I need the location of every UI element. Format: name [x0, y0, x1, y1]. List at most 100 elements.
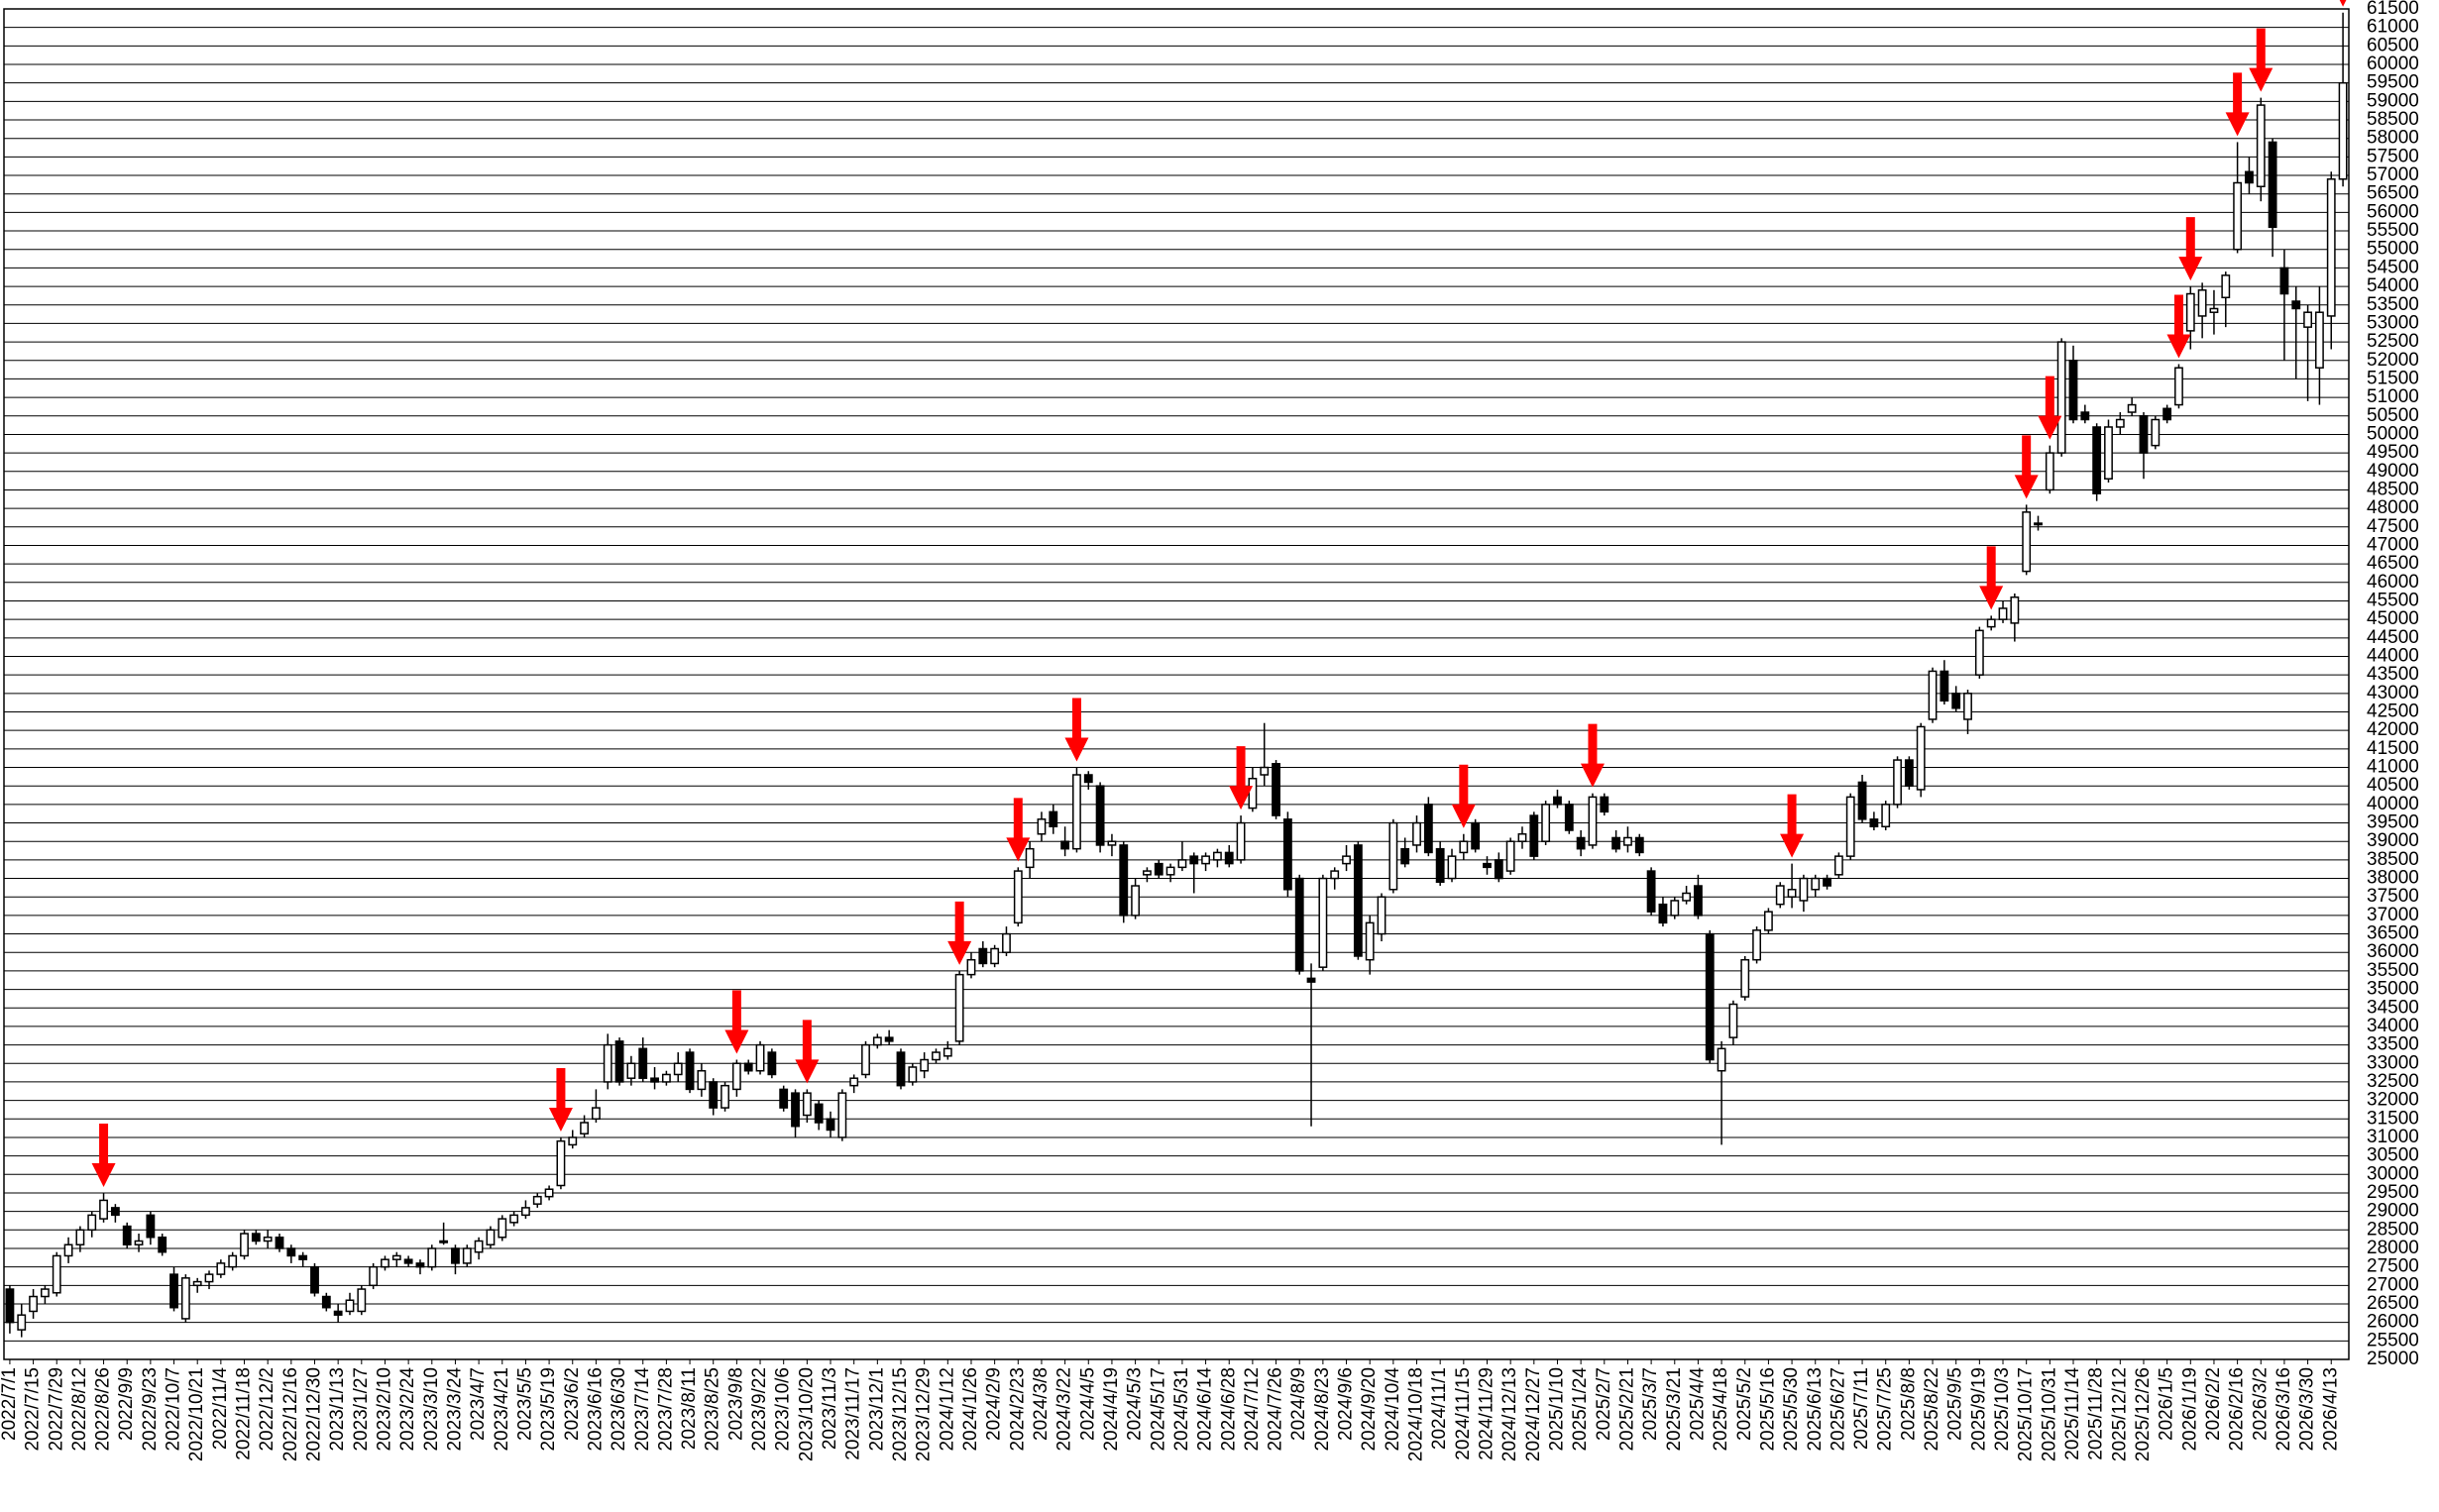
y-tick-label: 47500 [2367, 516, 2419, 537]
y-tick-label: 27500 [2367, 1256, 2419, 1277]
candle-body [403, 1258, 413, 1264]
y-tick-label: 36000 [2367, 941, 2419, 962]
y-tick-label: 53000 [2367, 312, 2419, 333]
candle-body [2080, 411, 2090, 421]
x-tick-label: 2026/3/30 [2297, 1367, 2318, 1452]
x-tick-label: 2025/10/17 [2016, 1367, 2037, 1461]
x-tick-label: 2022/10/7 [164, 1367, 184, 1452]
candle-body [1189, 855, 1199, 865]
candle-body [826, 1118, 835, 1132]
candle-body [767, 1051, 777, 1076]
y-tick-label: 39500 [2367, 812, 2419, 833]
y-tick-label: 30000 [2367, 1163, 2419, 1184]
y-tick-label: 58000 [2367, 128, 2419, 149]
x-tick-label: 2026/3/2 [2250, 1367, 2271, 1441]
x-tick-label: 2025/9/19 [1968, 1367, 1989, 1452]
candle-body [2034, 522, 2043, 526]
candle-body [1928, 670, 1938, 720]
candle-body [263, 1237, 273, 1242]
x-tick-label: 2023/2/24 [397, 1367, 418, 1452]
candle-body [2268, 141, 2277, 229]
candle-body [228, 1254, 238, 1268]
candle-body [1752, 929, 1762, 961]
candle-body [814, 1103, 824, 1124]
x-tick-label: 2024/11/15 [1453, 1367, 1474, 1460]
candle-body [2279, 267, 2289, 295]
y-tick-label: 38500 [2367, 849, 2419, 870]
x-tick-label: 2025/1/10 [1546, 1367, 1567, 1452]
x-tick-label: 2023/12/15 [890, 1367, 911, 1461]
candle-body [240, 1233, 249, 1257]
candle-body [2315, 311, 2324, 369]
x-tick-label: 2023/6/16 [585, 1367, 606, 1452]
x-tick-label: 2022/10/21 [186, 1367, 207, 1461]
x-tick-label: 2023/6/30 [609, 1367, 629, 1452]
candle-body [204, 1273, 214, 1283]
candle-body [1588, 796, 1598, 846]
y-tick-label: 25500 [2367, 1330, 2419, 1350]
x-tick-label: 2025/10/3 [1992, 1367, 2013, 1452]
y-tick-label: 32500 [2367, 1071, 2419, 1092]
candle-body [532, 1195, 542, 1205]
x-tick-label: 2024/2/9 [984, 1367, 1005, 1441]
x-tick-label: 2026/2/16 [2227, 1367, 2248, 1452]
candle-body [1634, 836, 1644, 854]
y-tick-label: 36500 [2367, 923, 2419, 944]
candle-body [1272, 763, 1280, 816]
candle-body [275, 1237, 284, 1249]
candle-body [896, 1051, 906, 1087]
candle-body [2104, 426, 2113, 480]
candle-body [1576, 836, 1586, 850]
candle-body [920, 1058, 930, 1072]
y-tick-label: 60000 [2367, 54, 2419, 74]
y-tick-label: 43500 [2367, 664, 2419, 685]
candle-body [1916, 725, 1926, 791]
candle-body [1002, 932, 1011, 953]
x-tick-label: 2024/12/13 [1499, 1367, 1520, 1461]
candle-body [1623, 836, 1632, 846]
candle-body [1306, 977, 1316, 983]
candle-body [1400, 847, 1410, 865]
x-tick-label: 2024/10/4 [1383, 1367, 1403, 1452]
y-tick-label: 25000 [2367, 1349, 2419, 1369]
x-tick-label: 2023/9/22 [749, 1367, 770, 1452]
y-tick-label: 60500 [2367, 35, 2419, 55]
candle-body [966, 958, 976, 976]
candle-body [99, 1199, 108, 1220]
x-tick-label: 2026/3/16 [2273, 1367, 2294, 1452]
candle-body [603, 1043, 612, 1083]
candle-body [1342, 855, 1351, 865]
candle-body [345, 1299, 355, 1313]
candle-body [2045, 452, 2054, 491]
candle-body [2326, 178, 2336, 317]
candle-body [1447, 855, 1457, 880]
candle-body [697, 1069, 707, 1091]
x-tick-label: 2025/6/27 [1828, 1367, 1848, 1452]
candle-body [638, 1047, 648, 1079]
x-tick-label: 2022/7/15 [23, 1367, 44, 1452]
x-tick-label: 2023/1/27 [351, 1367, 372, 1452]
x-tick-label: 2025/3/7 [1640, 1367, 1661, 1441]
y-tick-label: 33000 [2367, 1052, 2419, 1073]
y-tick-label: 57500 [2367, 146, 2419, 166]
candle-body [1529, 814, 1539, 857]
candle-body [146, 1214, 156, 1239]
candle-body [1025, 847, 1035, 869]
x-tick-label: 2024/10/18 [1406, 1367, 1427, 1461]
x-tick-label: 2024/6/28 [1218, 1367, 1239, 1452]
candle-body [1705, 932, 1715, 1061]
candle-body [1201, 855, 1210, 865]
candle-body [333, 1310, 343, 1316]
candle-body [1833, 855, 1843, 876]
candle-body [932, 1051, 941, 1061]
y-tick-label: 37500 [2367, 886, 2419, 907]
candle-body [2068, 360, 2078, 421]
candle-body [391, 1254, 401, 1260]
x-tick-label: 2025/11/28 [2086, 1367, 2107, 1460]
candle-body [1459, 840, 1469, 854]
candle-body [2338, 81, 2348, 180]
signal-arrow [1979, 546, 2004, 610]
x-tick-label: 2024/12/27 [1523, 1367, 1544, 1461]
candle-body [498, 1218, 507, 1239]
signal-arrow [2014, 435, 2039, 499]
